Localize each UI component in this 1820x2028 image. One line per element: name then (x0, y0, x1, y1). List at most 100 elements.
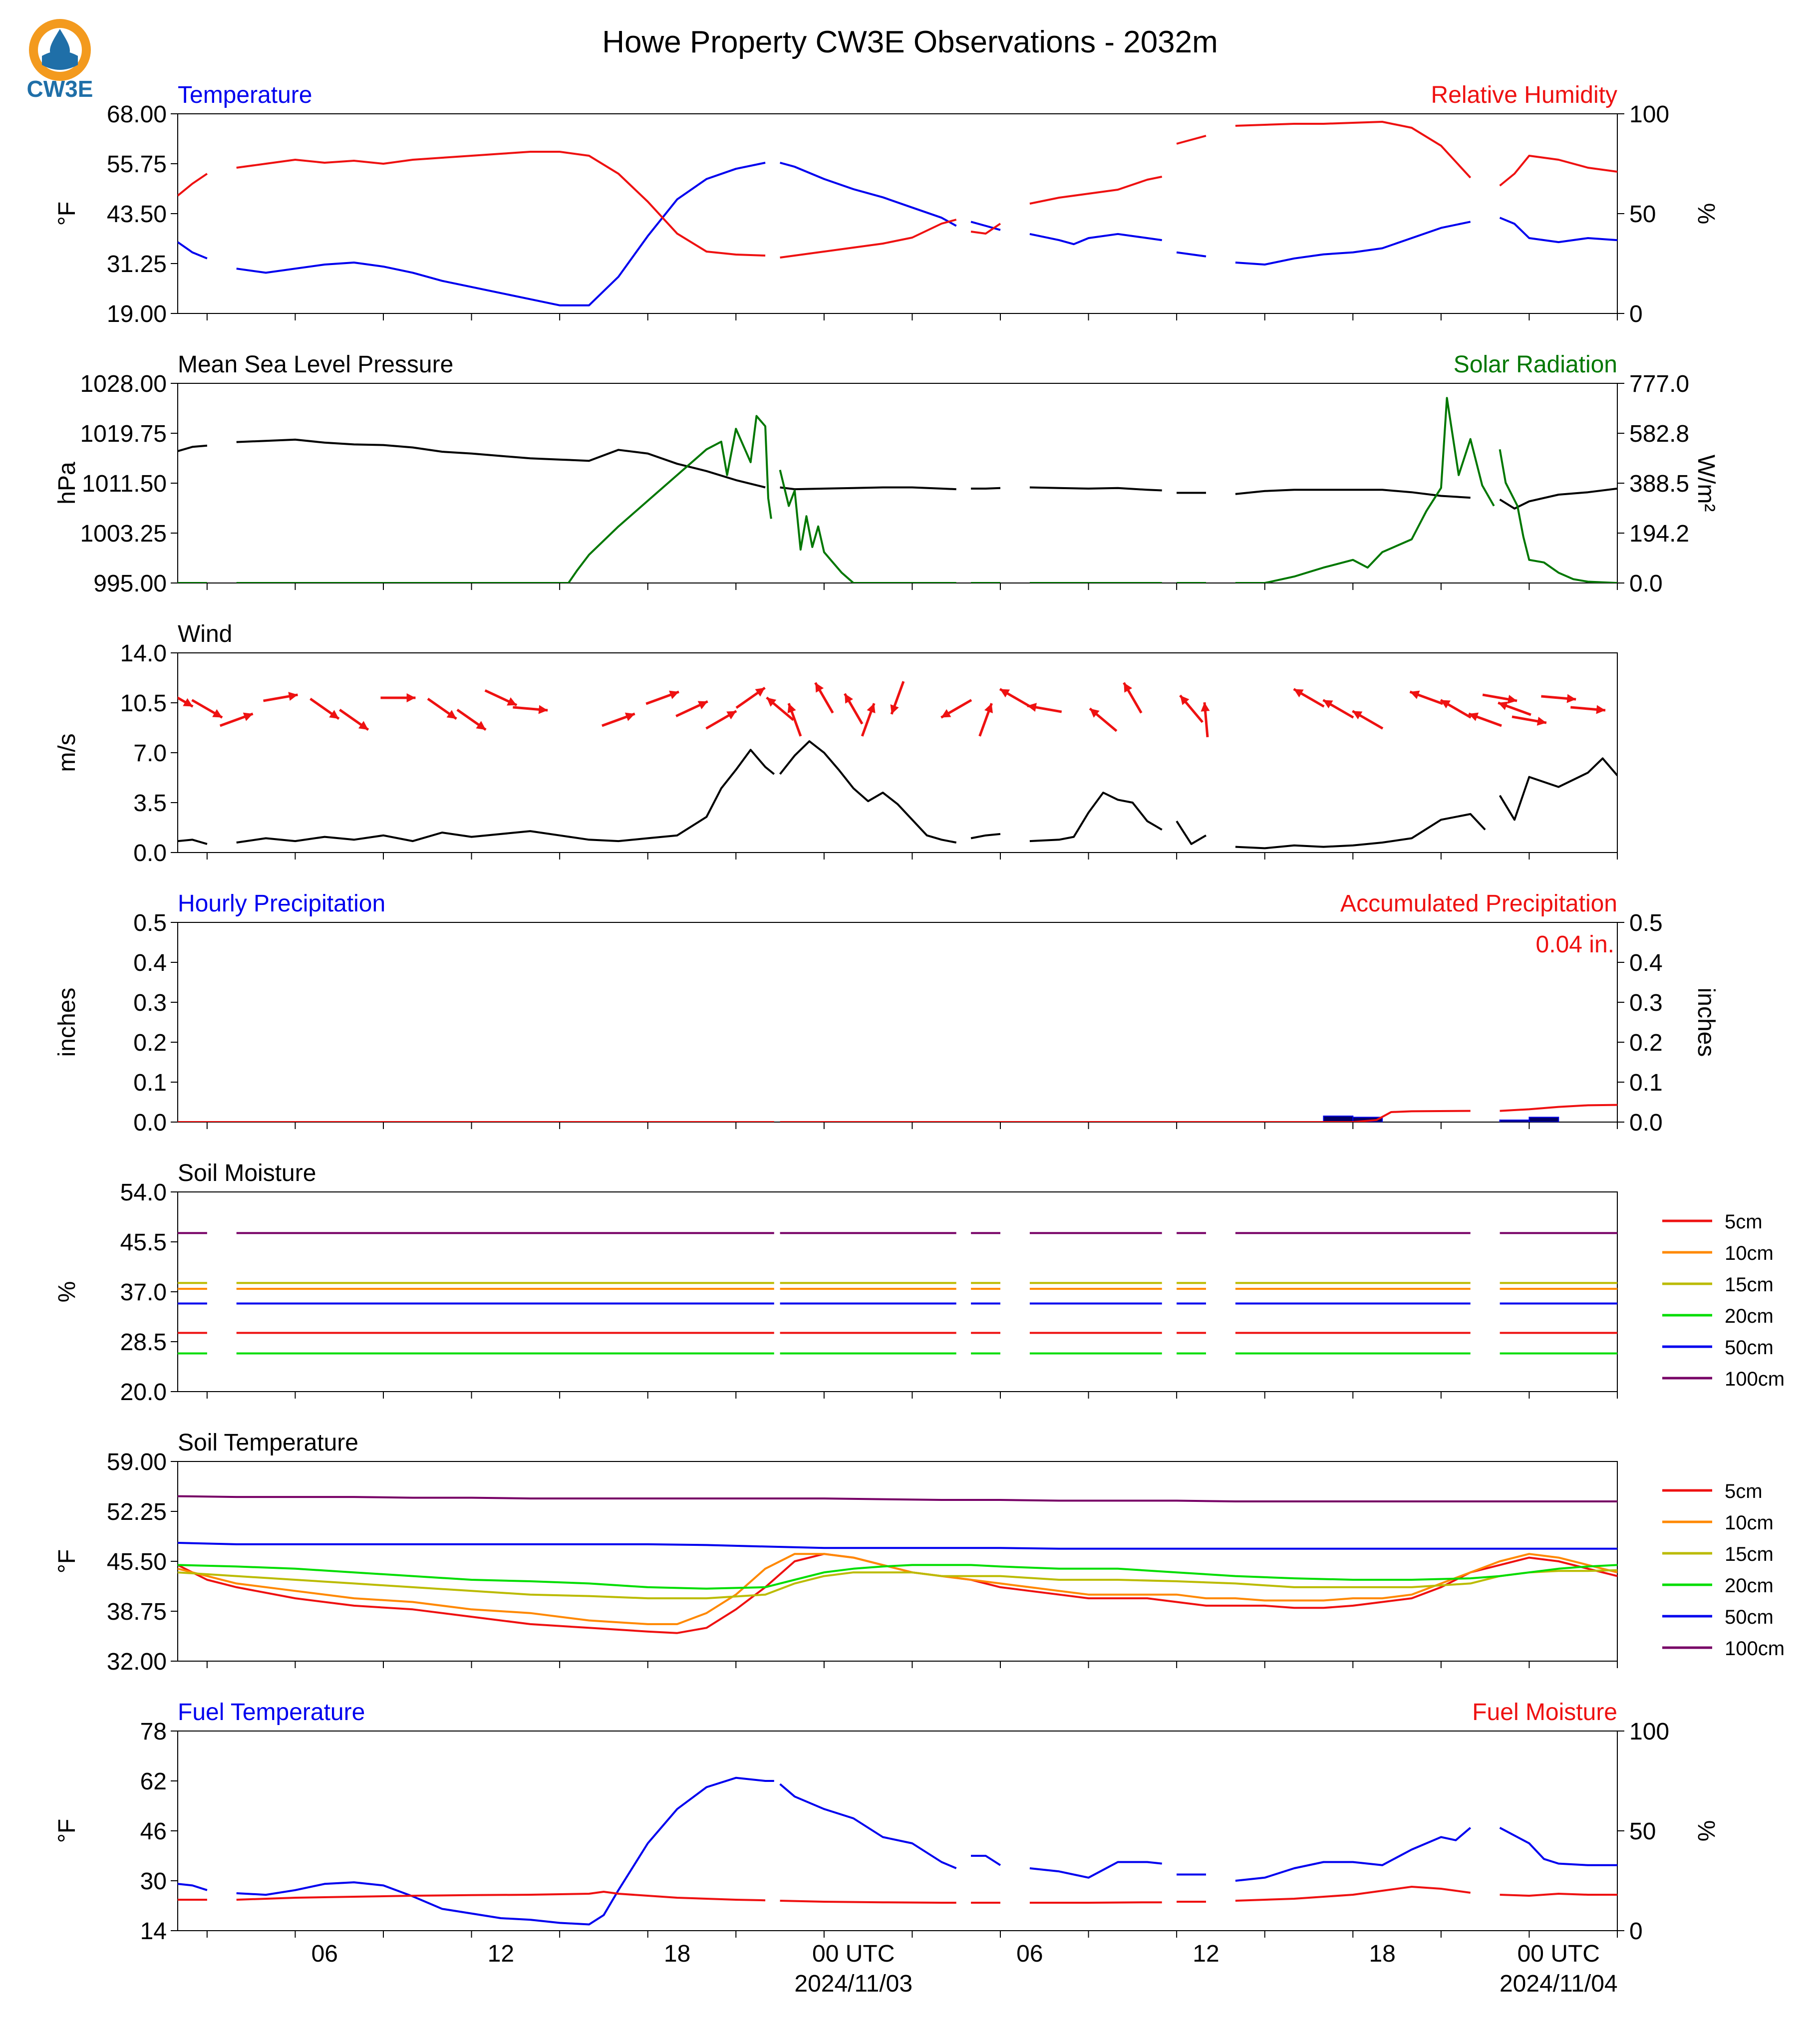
panel-plot-area (178, 1495, 1617, 1634)
series-line-solar-radiation (779, 470, 956, 583)
panel-title-left: Wind (178, 621, 232, 647)
y-tick-label-left: 62 (140, 1768, 167, 1795)
y-tick-label-left: 0.0 (133, 840, 167, 867)
series-line-solar-radiation (1235, 397, 1495, 583)
legend-label: 20cm (1725, 1575, 1774, 1597)
y-axis-label-right: inches (1693, 988, 1719, 1057)
series-line-15cm (178, 1569, 1617, 1600)
wind-arrow-head (1293, 689, 1304, 698)
series-line-relative-humidity (236, 151, 766, 257)
wind-arrow-head (1090, 708, 1100, 718)
wind-arrow-head (1410, 690, 1420, 699)
series-line-fuel-temperature (1235, 1827, 1471, 1882)
y-tick-label-left: 45.5 (120, 1229, 167, 1256)
y-axis-label-left: m/s (54, 733, 80, 772)
series-line-fuel-temperature (236, 1776, 774, 1926)
x-tick-label: 18 (1369, 1941, 1395, 1967)
series-line-temperature (1499, 217, 1617, 244)
panel-plot-area (178, 1776, 1617, 1926)
y-tick-label-right: 50 (1629, 1818, 1656, 1845)
precip-total-annotation: 0.04 in. (1536, 931, 1614, 958)
series-line-mean-sea-level-pressure (1499, 487, 1617, 510)
series-line-relative-humidity (1499, 155, 1617, 187)
legend-label: 5cm (1725, 1211, 1763, 1233)
series-line-relative-humidity (780, 219, 957, 259)
series-line-relative-humidity (178, 173, 208, 197)
y-tick-label-left: 1019.75 (80, 421, 167, 447)
y-tick-label-left: 0.5 (133, 910, 167, 936)
x-tick-label: 06 (311, 1941, 338, 1967)
wind-arrow-head (329, 710, 339, 719)
panel-title-left: Temperature (178, 82, 312, 108)
series-line-fuel-moisture (1029, 1901, 1162, 1904)
series-line-mean-sea-level-pressure (780, 486, 956, 491)
series-line-5cm (178, 1553, 1617, 1634)
legend-label: 50cm (1725, 1337, 1774, 1359)
wind-arrow-head (1440, 700, 1451, 709)
chart-title: Howe Property CW3E Observations - 2032m (602, 25, 1218, 59)
cw3e-logo: CW3E (27, 19, 93, 102)
series-line-relative-humidity (1235, 121, 1472, 179)
wind-arrow-head (624, 712, 635, 721)
y-tick-label-right: 100 (1629, 1719, 1669, 1745)
panel-title-right: Relative Humidity (1431, 82, 1617, 108)
precip-bar (1528, 1117, 1559, 1122)
y-axis-label-right: W/m² (1693, 455, 1719, 512)
y-tick-label-right: 100 (1629, 101, 1669, 128)
y-tick-label-left: 14 (140, 1918, 167, 1945)
series-line-temperature (1176, 251, 1207, 258)
y-tick-label-right: 388.5 (1629, 471, 1689, 497)
y-tick-label-left: 10.5 (120, 690, 167, 717)
wind-arrow-head (845, 693, 853, 704)
wind-arrow-head (755, 687, 765, 697)
y-tick-label-left: 7.0 (133, 740, 167, 767)
y-tick-label-right: 50 (1629, 201, 1656, 228)
series-line-mean-sea-level-pressure (971, 487, 1001, 490)
logo-text: CW3E (27, 76, 93, 102)
legend-label: 50cm (1725, 1606, 1774, 1628)
wind-arrow-head (697, 701, 708, 709)
y-tick-label-left: 54.0 (120, 1179, 167, 1206)
wind-arrow-head (538, 705, 548, 714)
wind-arrow-head (183, 698, 193, 707)
y-tick-label-left: 46 (140, 1818, 167, 1845)
y-tick-label-right: 194.2 (1629, 521, 1689, 547)
wind-arrow-head (476, 721, 486, 730)
wind-arrow-head (1536, 717, 1546, 726)
x-tick-label: 18 (664, 1941, 690, 1967)
series-line-relative-humidity (1029, 176, 1163, 205)
series-line-50cm (178, 1542, 1617, 1550)
panel-title-right: Accumulated Precipitation (1340, 890, 1617, 917)
legend-label: 15cm (1725, 1274, 1774, 1296)
wind-arrow-head (867, 703, 876, 713)
y-axis-label-left: °F (54, 202, 80, 226)
wind-arrow-head (1323, 700, 1333, 709)
panel-legend: 5cm 10cm 15cm 20cm 50cm 100cm (1662, 1480, 1785, 1660)
panel-title-left: Hourly Precipitation (178, 890, 385, 917)
y-tick-label-left: 52.25 (107, 1499, 167, 1525)
y-tick-label-left: 19.00 (107, 301, 167, 327)
y-tick-label-left: 55.75 (107, 151, 167, 178)
y-axis-label-left: °F (54, 1819, 80, 1843)
wind-arrow-head (1201, 702, 1210, 712)
wind-arrow-head (941, 709, 951, 718)
y-axis-label-left: hPa (54, 462, 80, 505)
y-tick-label-right: 0.2 (1629, 1030, 1663, 1056)
wind-arrow-head (1352, 711, 1363, 720)
x-tick-label: 12 (488, 1941, 514, 1967)
legend-label: 100cm (1725, 1368, 1785, 1390)
y-tick-label-right: 0.0 (1629, 1110, 1663, 1136)
y-tick-label-right: 0.4 (1629, 950, 1663, 976)
y-tick-label-left: 0.3 (133, 990, 167, 1016)
wind-arrow-head (446, 710, 457, 719)
y-tick-label-left: 78 (140, 1719, 167, 1745)
series-line-fuel-moisture (1500, 1893, 1617, 1897)
wind-arrow-head (406, 693, 416, 703)
legend-label: 10cm (1725, 1242, 1774, 1264)
series-line-temperature (780, 162, 957, 227)
series-line-20cm (178, 1564, 1617, 1590)
wind-arrow-head (1469, 712, 1479, 721)
y-tick-label-left: 14.0 (120, 640, 167, 667)
series-line-fuel-temperature (1499, 1827, 1617, 1866)
